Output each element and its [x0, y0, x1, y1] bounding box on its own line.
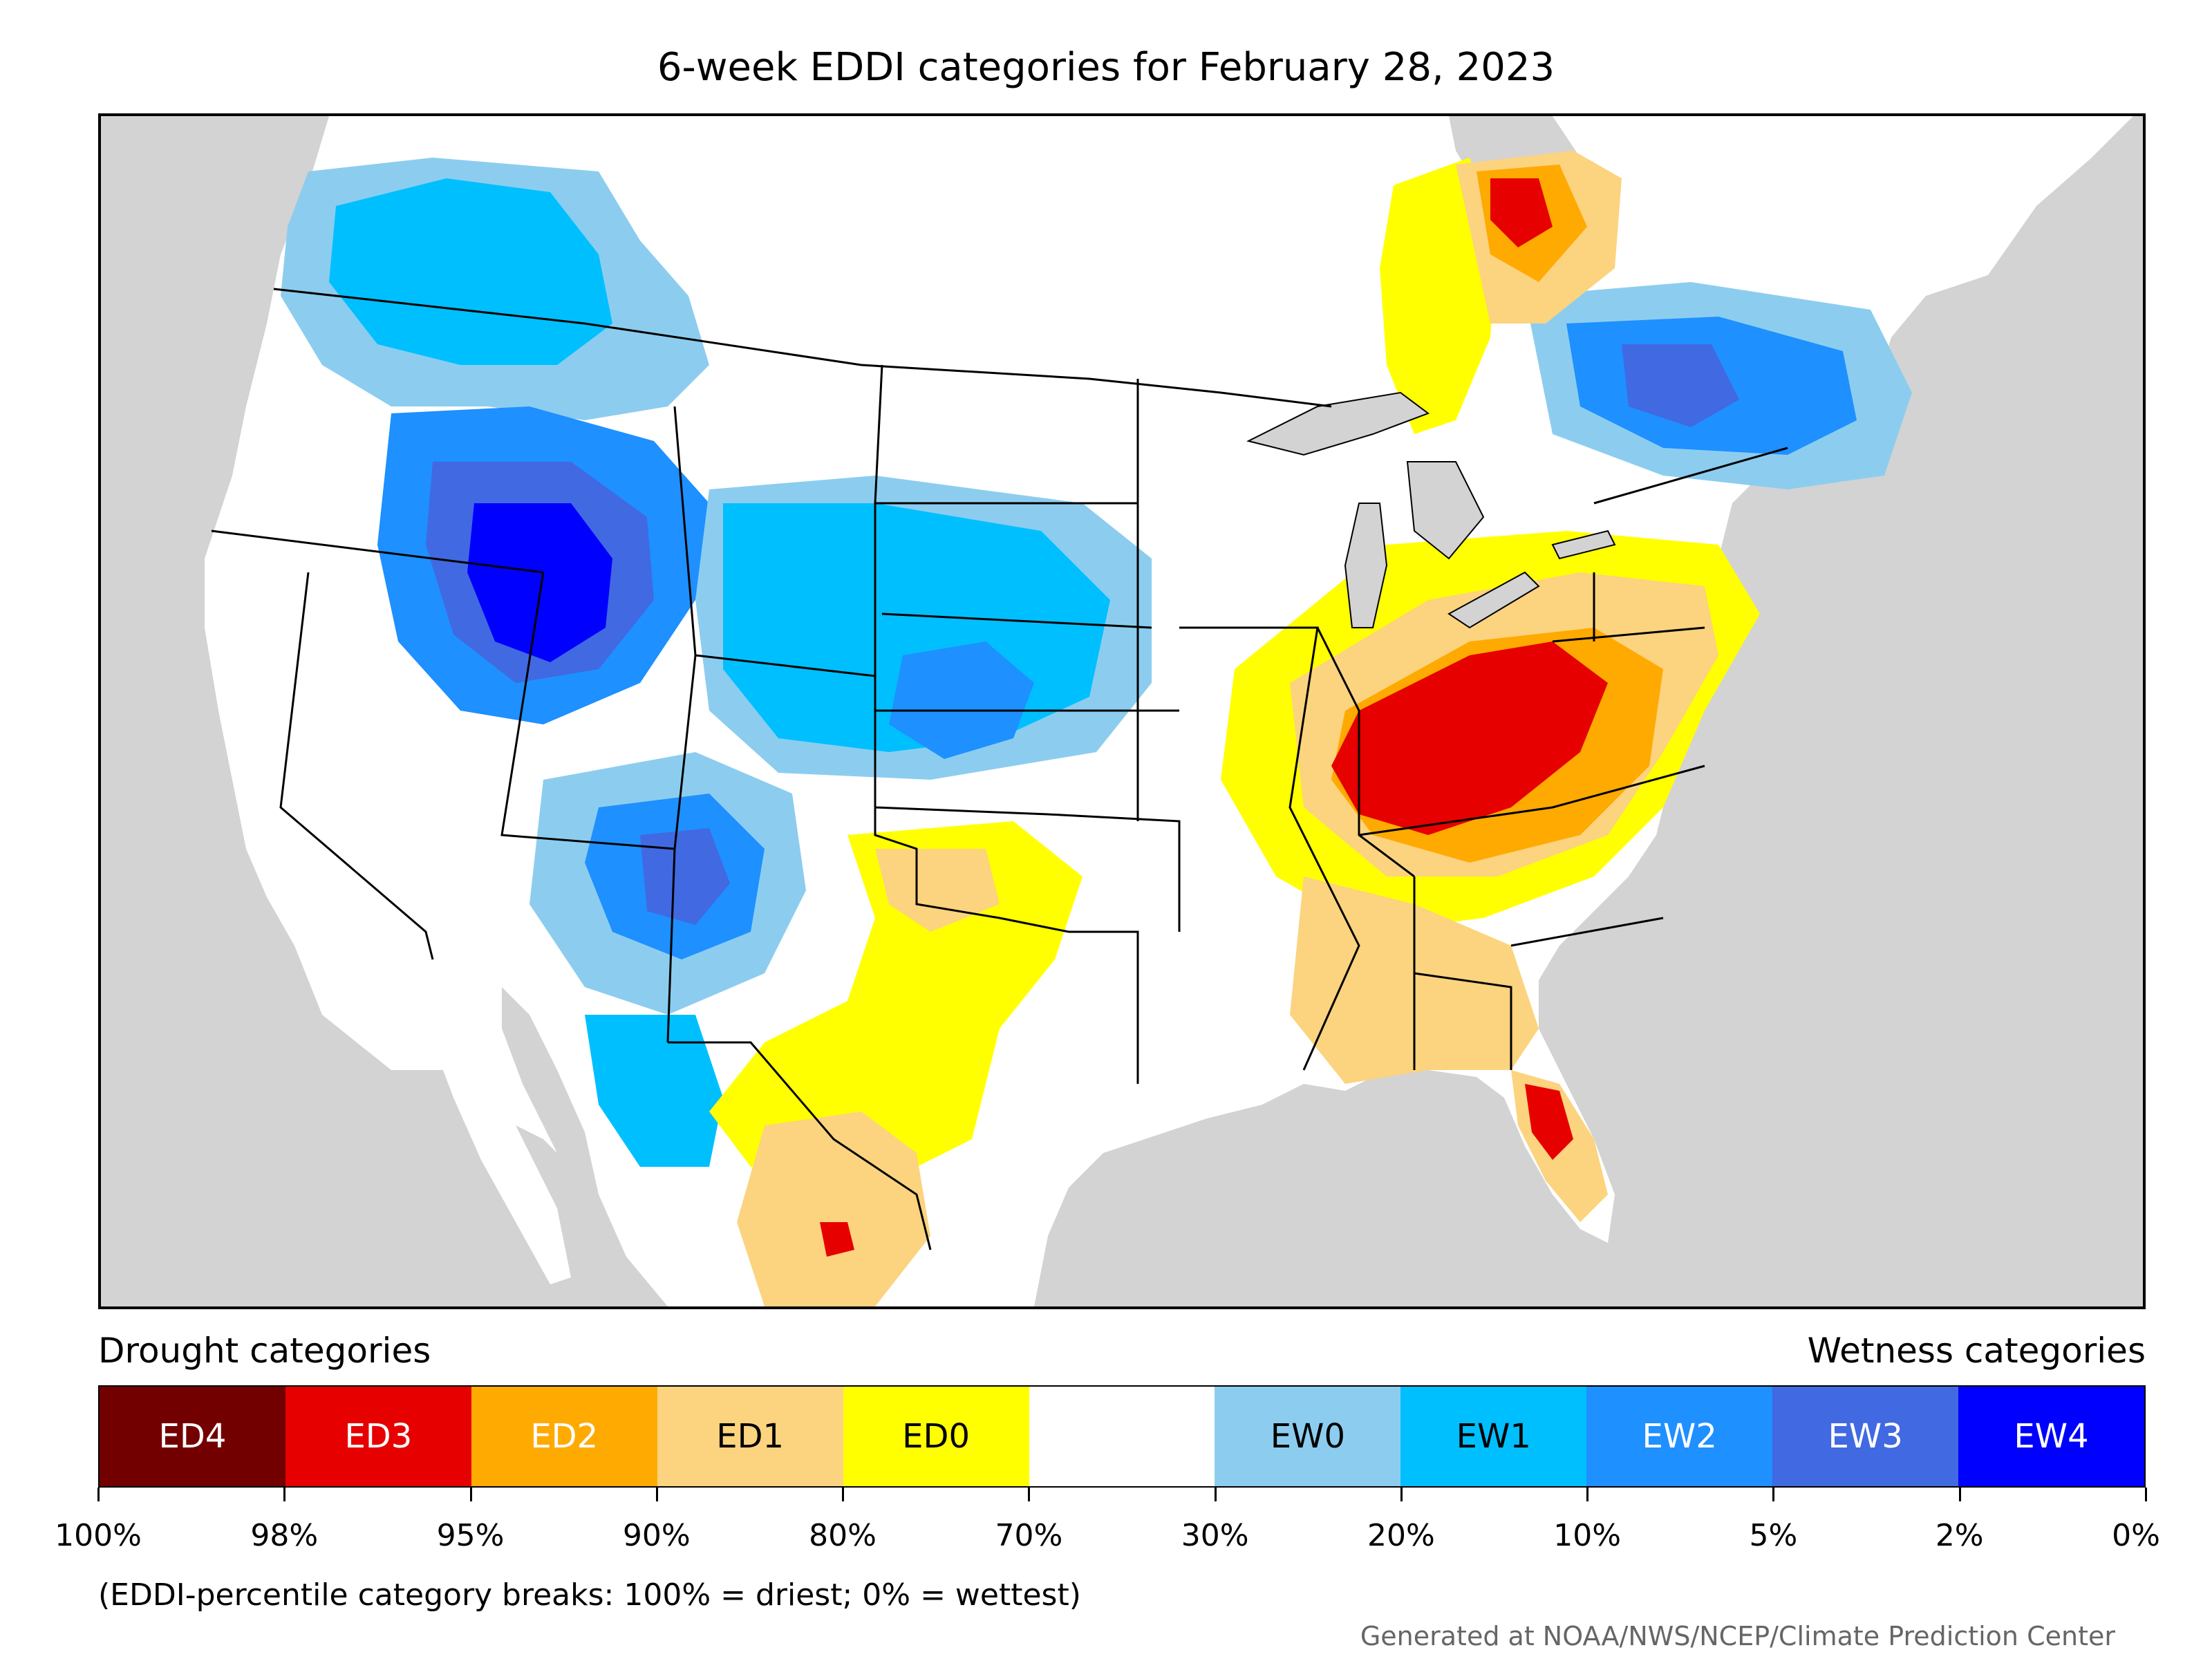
region-texas-ed1 [875, 849, 1000, 932]
region-texas-ed0 [709, 821, 1082, 1194]
plains-states [874, 364, 1181, 932]
texas-border [668, 807, 1139, 1250]
mountain-states [673, 406, 1049, 850]
colorbar-ticks [97, 1488, 2147, 1501]
lake-superior [1246, 391, 1430, 456]
colorbar-tick [655, 1488, 658, 1501]
colorbar-segment: ED3 [285, 1387, 471, 1486]
colorbar-tick [97, 1488, 100, 1501]
colorbar-segment: EW2 [1586, 1387, 1773, 1486]
lake-erie [1447, 571, 1540, 629]
gulf-of-california [502, 987, 599, 1194]
region-south-texas-ed1 [737, 1112, 930, 1306]
credit-text: Generated at NOAA/NWS/NCEP/Climate Predi… [1360, 1621, 2115, 1651]
colorbar-tick-label: 10% [1553, 1518, 1622, 1553]
colorbar-tick [469, 1488, 472, 1501]
region-ontario-ed3 [1490, 178, 1553, 247]
mississippi-states [1179, 626, 1415, 1071]
category-breaks-note: (EDDI-percentile category breaks: 100% =… [98, 1577, 1081, 1613]
boundary-lines [211, 288, 1788, 1250]
lake-michigan [1344, 503, 1388, 628]
colorbar-tick-label: 70% [995, 1518, 1063, 1553]
colorbar-tick [1214, 1488, 1217, 1501]
drought-categories-heading: Drought categories [98, 1331, 431, 1371]
chart-title: 6-week EDDI categories for February 28, … [657, 45, 1555, 90]
colorbar-tick-label: 5% [1749, 1518, 1798, 1553]
colorbar-segment: ED2 [471, 1387, 657, 1486]
colorbar-tick-label: 95% [436, 1518, 505, 1553]
colorbar-tick-label: 0% [2112, 1518, 2160, 1553]
colorbar-segment [1029, 1387, 1215, 1486]
colorbar-segment: EW3 [1772, 1387, 1959, 1486]
colorbar-tick [2145, 1488, 2147, 1501]
colorbar-segment: EW1 [1400, 1387, 1587, 1486]
eastern-states [1358, 572, 1705, 1070]
colorbar-tick [1586, 1488, 1589, 1501]
colorbar-tick [283, 1488, 286, 1501]
region-ontario-ed0 [1380, 158, 1497, 434]
great-lakes [1246, 391, 1616, 629]
lake-ontario [1551, 529, 1616, 560]
colorbar-tick [1028, 1488, 1031, 1501]
region-central-plains-ew2 [889, 641, 1034, 759]
map-canvas [101, 116, 2143, 1306]
colorbar-segment: ED4 [100, 1387, 285, 1486]
baja-peninsula [433, 1015, 571, 1284]
west-states [211, 529, 676, 1043]
colorbar-segment: EW0 [1215, 1387, 1401, 1486]
colorbar-tick [842, 1488, 845, 1501]
region-great-basin-ew4 [467, 503, 612, 662]
colorbar-tick-label: 2% [1935, 1518, 1984, 1553]
category-colorbar: ED4 ED3 ED2 ED1 ED0 EW0 EW1 EW2 EW3 EW4 [98, 1385, 2146, 1488]
colorbar-tick-label: 20% [1367, 1518, 1435, 1553]
region-southwest-ew3 [640, 828, 730, 925]
region-mexico-wet [585, 1015, 723, 1167]
colorbar-tick-label: 90% [622, 1518, 691, 1553]
colorbar-tick [1958, 1488, 1961, 1501]
wetness-categories-heading: Wetness categories [1807, 1331, 2146, 1371]
colorbar-segment: EW4 [1958, 1387, 2144, 1486]
region-quebec-ew3 [1622, 344, 1739, 427]
us-canada-border [273, 288, 1788, 505]
colorbar-segment: ED1 [657, 1387, 843, 1486]
colorbar-tick [1400, 1488, 1403, 1501]
colorbar-tick [1772, 1488, 1775, 1501]
eddi-map [98, 113, 2146, 1309]
region-ohio-valley-ed3 [1331, 641, 1608, 835]
colorbar-segment: ED0 [843, 1387, 1029, 1486]
colorbar-tick-label: 30% [1181, 1518, 1249, 1553]
lake-huron [1406, 461, 1485, 560]
colorbar-tick-label: 100% [55, 1518, 142, 1553]
region-florida-ed3 [1525, 1084, 1573, 1160]
colorbar-tick-label: 98% [250, 1518, 319, 1553]
colorbar-tick-label: 80% [809, 1518, 877, 1553]
region-south-texas-ed3 [820, 1222, 854, 1257]
